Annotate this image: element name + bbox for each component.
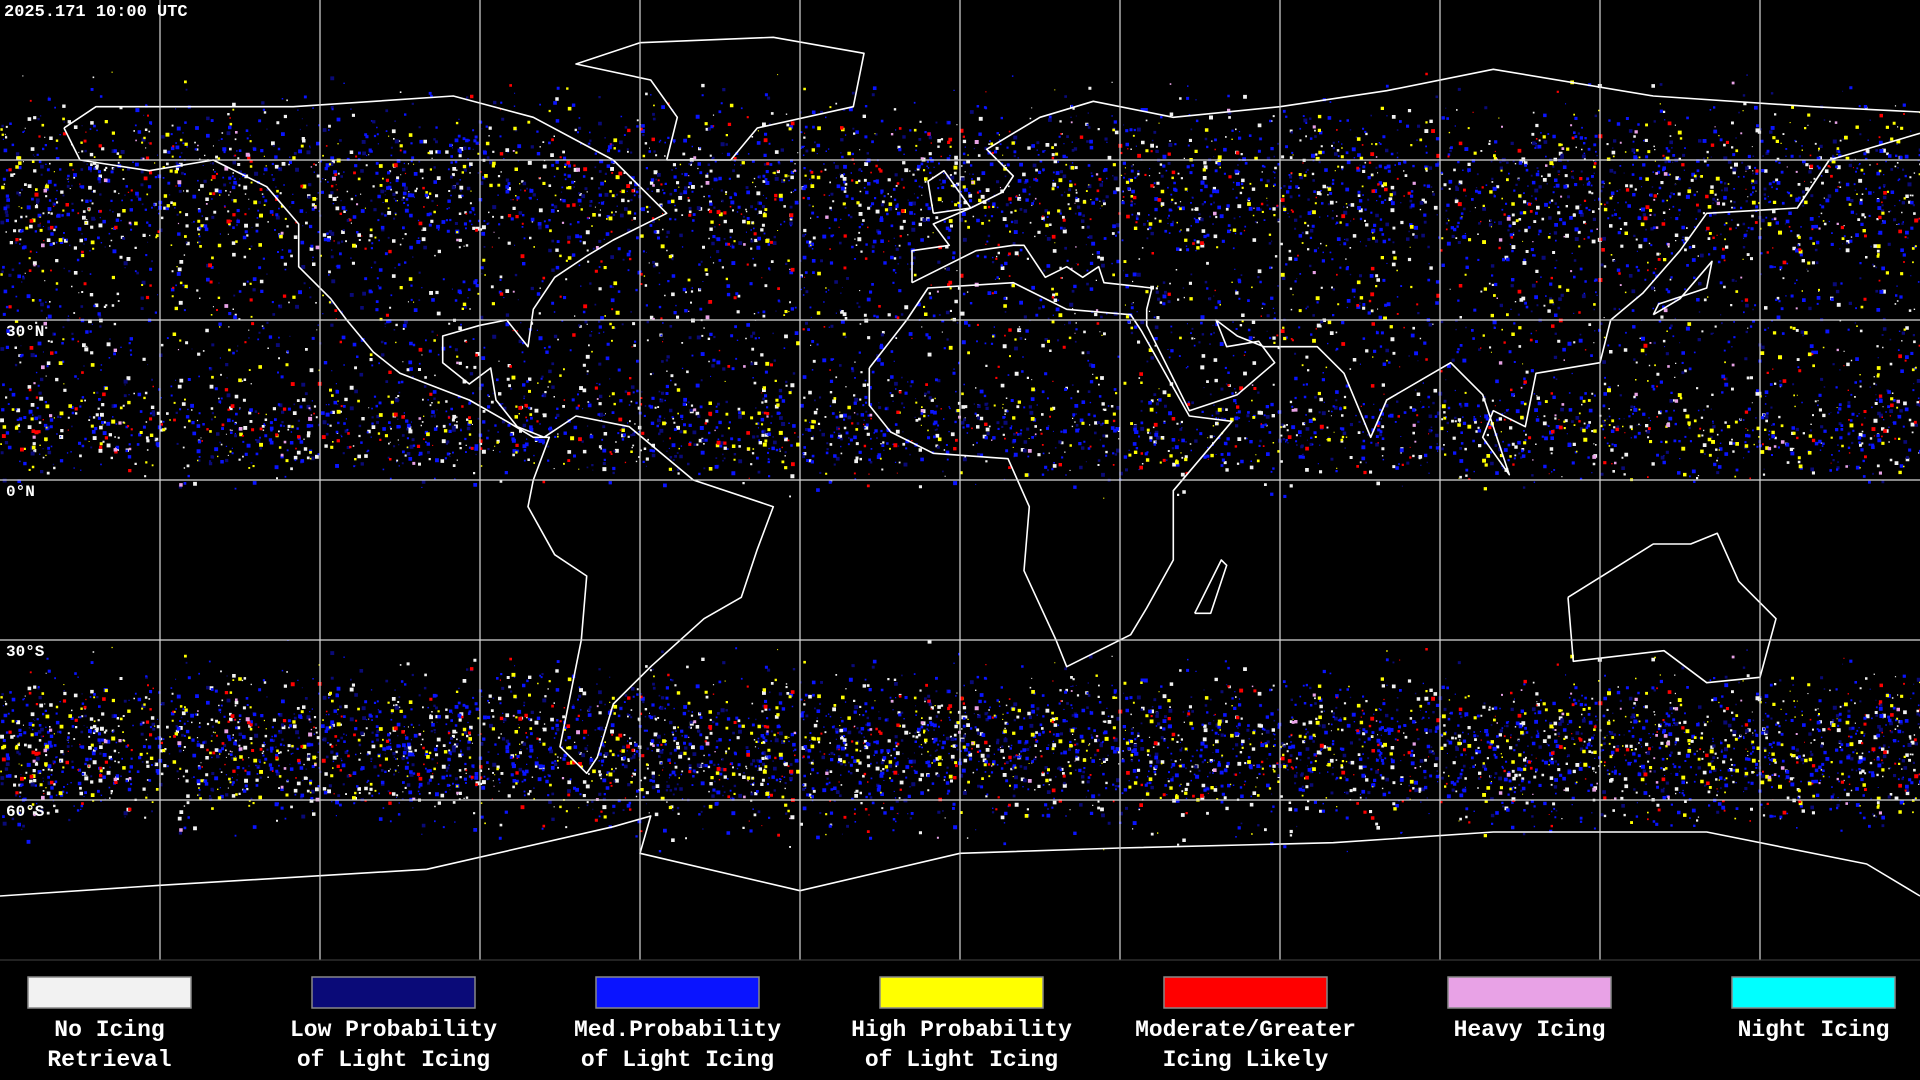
coastline: [527, 415, 775, 775]
coastline: [1567, 532, 1777, 684]
coastline: [575, 36, 865, 161]
legend-label: Night Icing: [1738, 1017, 1890, 1043]
legend-swatch: [1447, 976, 1612, 1009]
lat-label: 30°S: [6, 643, 45, 661]
lat-label: 30°N: [6, 323, 44, 341]
coastline: [927, 169, 972, 215]
legend-label: of Light Icing: [581, 1047, 774, 1073]
legend-label: No Icing: [54, 1017, 164, 1043]
legend-label: Icing Likely: [1163, 1047, 1329, 1073]
legend-label: Heavy Icing: [1454, 1017, 1606, 1043]
legend-label: Moderate/Greater: [1135, 1017, 1356, 1043]
legend-label: Retrieval: [47, 1047, 171, 1073]
timestamp: 2025.171 10:00 UTC: [4, 3, 188, 22]
graticule: [0, 0, 1920, 960]
legend-label: of Light Icing: [297, 1047, 490, 1073]
legend-swatch: [311, 976, 476, 1009]
legend-swatch: [27, 976, 192, 1009]
coastline: [1652, 260, 1713, 316]
lat-labels: 30°N 0°N 30°S 60°S: [6, 323, 45, 821]
lat-label: 60°S: [6, 803, 45, 821]
coastline: [868, 281, 1233, 668]
legend-swatch: [1163, 976, 1328, 1009]
coastline: [911, 132, 1920, 476]
legend-label: Low Probability: [290, 1017, 497, 1043]
lat-label: 0°N: [6, 483, 35, 501]
legend-label: Med.Probability: [574, 1017, 781, 1043]
legend-swatch: [879, 976, 1044, 1009]
coastline: [1193, 559, 1228, 615]
legend-label: High Probability: [851, 1017, 1072, 1043]
coastline: [911, 68, 1920, 283]
coastline: [0, 815, 1920, 897]
legend-swatch: [595, 976, 760, 1009]
legend-label: of Light Icing: [865, 1047, 1058, 1073]
legend: No Icing Retrieval Low Probability of Light…: [27, 976, 1896, 1073]
legend-swatch: [1731, 976, 1896, 1009]
